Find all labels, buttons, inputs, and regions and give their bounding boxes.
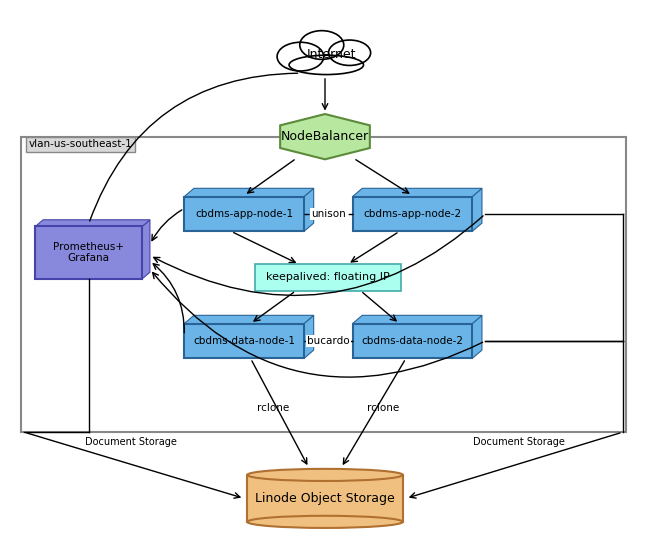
Text: Prometheus+
Grafana: Prometheus+ Grafana <box>53 242 124 264</box>
Ellipse shape <box>300 31 344 59</box>
Text: Linode Object Storage: Linode Object Storage <box>255 492 395 505</box>
Text: cbdms-data-node-2: cbdms-data-node-2 <box>361 336 463 346</box>
Polygon shape <box>35 220 150 226</box>
Text: Internet: Internet <box>307 48 356 62</box>
FancyBboxPatch shape <box>184 324 304 359</box>
Text: rclone: rclone <box>367 403 399 413</box>
Text: cbdms-data-node-1: cbdms-data-node-1 <box>193 336 295 346</box>
FancyBboxPatch shape <box>352 196 473 231</box>
Polygon shape <box>304 188 314 231</box>
Polygon shape <box>184 188 314 196</box>
Text: vlan-us-southeast-1: vlan-us-southeast-1 <box>29 139 133 149</box>
Ellipse shape <box>289 56 363 74</box>
FancyBboxPatch shape <box>248 475 402 522</box>
Polygon shape <box>473 315 482 359</box>
Polygon shape <box>352 188 482 196</box>
Polygon shape <box>304 315 314 359</box>
Ellipse shape <box>277 42 324 71</box>
FancyBboxPatch shape <box>21 137 626 432</box>
FancyBboxPatch shape <box>255 264 401 291</box>
Ellipse shape <box>248 516 402 528</box>
Text: NodeBalancer: NodeBalancer <box>281 130 369 143</box>
Polygon shape <box>473 188 482 231</box>
Polygon shape <box>352 315 482 324</box>
FancyBboxPatch shape <box>35 226 142 279</box>
Text: rclone: rclone <box>257 403 289 413</box>
Text: cbdms-app-node-2: cbdms-app-node-2 <box>363 209 462 219</box>
Polygon shape <box>142 220 150 279</box>
Text: keepalived: floating IP: keepalived: floating IP <box>266 273 390 282</box>
FancyBboxPatch shape <box>352 324 473 359</box>
Ellipse shape <box>328 40 370 65</box>
Text: bucardo: bucardo <box>307 336 350 346</box>
Text: Document Storage: Document Storage <box>473 437 565 447</box>
Text: Document Storage: Document Storage <box>85 437 177 447</box>
Ellipse shape <box>248 469 402 481</box>
Text: unison: unison <box>311 209 346 219</box>
Polygon shape <box>280 114 370 159</box>
FancyBboxPatch shape <box>184 196 304 231</box>
Text: cbdms-app-node-1: cbdms-app-node-1 <box>195 209 293 219</box>
Polygon shape <box>184 315 314 324</box>
